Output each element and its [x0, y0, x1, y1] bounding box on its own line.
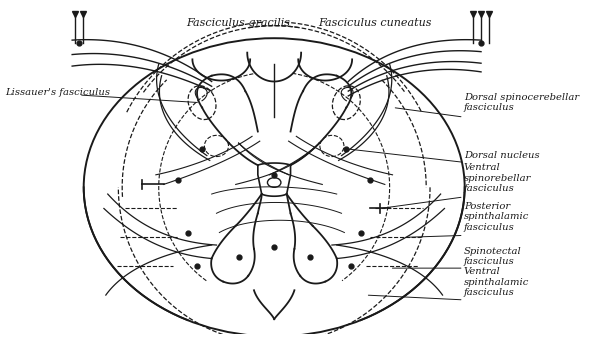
Text: Dorsal nucleus: Dorsal nucleus [464, 151, 539, 160]
Text: Posterior
spinthalamic
fasciculus: Posterior spinthalamic fasciculus [464, 202, 529, 232]
Text: Spinotectal
fasciculus: Spinotectal fasciculus [464, 247, 521, 266]
Text: Fasciculus gracilis: Fasciculus gracilis [187, 18, 290, 28]
Text: Fasciculus cuneatus: Fasciculus cuneatus [319, 18, 432, 28]
Text: Lissauer's fasciculus: Lissauer's fasciculus [5, 88, 110, 97]
Text: Dorsal spinocerebellar
fasciculus: Dorsal spinocerebellar fasciculus [464, 93, 579, 112]
Text: Ventral
spinorebellar
fasciculus: Ventral spinorebellar fasciculus [464, 163, 531, 193]
Text: Ventral
spinthalamic
fasciculus: Ventral spinthalamic fasciculus [464, 267, 529, 297]
